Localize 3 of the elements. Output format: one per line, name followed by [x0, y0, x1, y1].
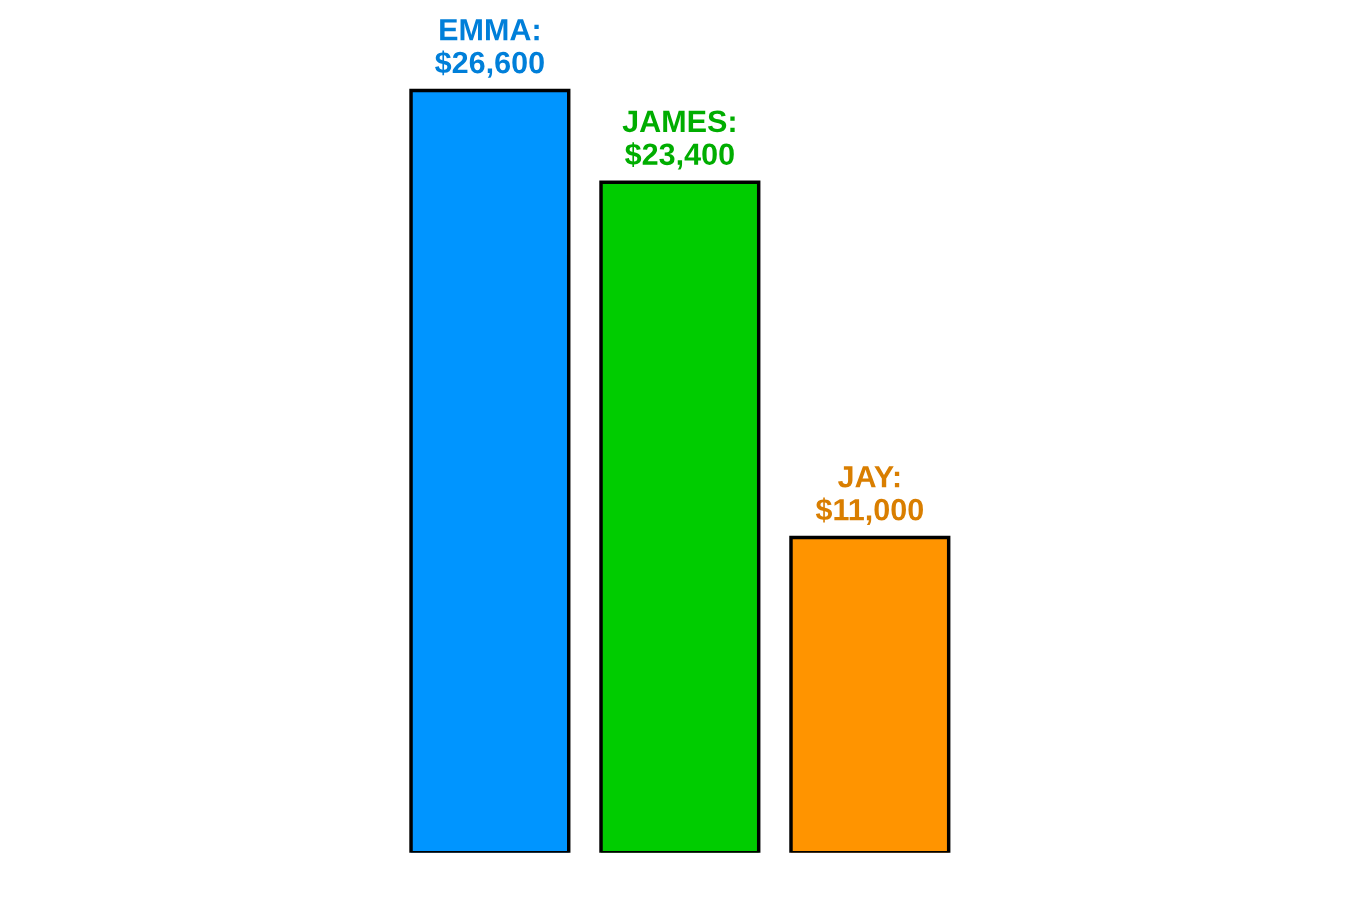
data-label: JAY: $11,000 [815, 466, 923, 525]
data-label: EMMA: $26,600 [435, 19, 544, 78]
data-label: JAMES: $23,400 [622, 110, 735, 170]
